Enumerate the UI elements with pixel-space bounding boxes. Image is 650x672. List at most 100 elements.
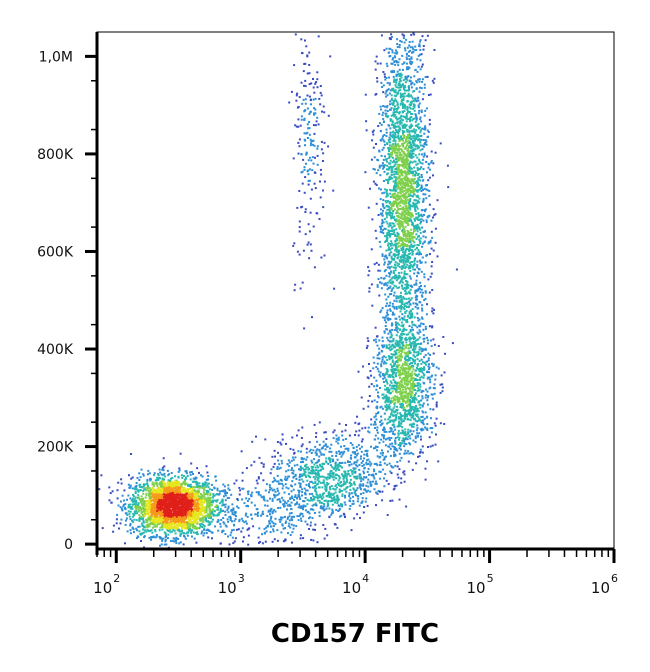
event-dot xyxy=(186,527,189,530)
event-dot xyxy=(412,118,415,120)
event-dot xyxy=(409,156,412,159)
event-dot xyxy=(385,213,388,215)
event-dot xyxy=(415,185,418,188)
event-dot xyxy=(420,270,423,273)
event-dot xyxy=(368,269,371,272)
event-dot xyxy=(159,509,162,512)
event-dot xyxy=(392,195,395,198)
event-dot xyxy=(405,216,408,219)
event-dot xyxy=(162,525,165,528)
event-dot xyxy=(418,168,421,171)
event-dot xyxy=(426,184,428,186)
event-dot xyxy=(159,488,162,491)
event-dot xyxy=(140,511,143,514)
event-dot xyxy=(424,236,427,239)
event-dot xyxy=(375,172,378,175)
event-dot xyxy=(392,217,395,220)
event-dot xyxy=(162,501,165,504)
event-dot xyxy=(178,523,180,526)
event-dot xyxy=(406,79,409,82)
event-dot xyxy=(388,202,391,205)
event-dot xyxy=(455,268,458,271)
event-dot xyxy=(190,506,193,509)
event-dot xyxy=(407,255,410,258)
event-dot xyxy=(208,488,211,491)
event-dot xyxy=(414,45,417,48)
event-dot xyxy=(164,523,167,526)
event-dot xyxy=(123,499,125,502)
event-dot xyxy=(412,148,415,151)
event-dot xyxy=(150,516,153,519)
event-dot xyxy=(169,513,172,516)
event-dot xyxy=(398,315,401,318)
event-dot xyxy=(396,78,398,81)
event-dot xyxy=(393,159,395,162)
event-dot xyxy=(197,527,200,530)
event-dot xyxy=(112,524,115,527)
event-dot xyxy=(163,508,166,511)
event-dot xyxy=(392,281,395,284)
event-dot xyxy=(406,254,408,257)
event-dot xyxy=(414,160,417,163)
event-dot xyxy=(189,478,192,481)
event-dot xyxy=(402,202,405,205)
event-dot xyxy=(143,502,146,505)
event-dot xyxy=(414,154,417,157)
event-dot xyxy=(186,524,189,527)
event-dot xyxy=(173,501,176,504)
event-dot xyxy=(428,176,431,179)
event-dot xyxy=(158,535,161,538)
event-dot xyxy=(411,150,413,153)
event-dot xyxy=(393,170,396,173)
event-dot xyxy=(182,502,185,505)
event-dot xyxy=(407,205,410,208)
event-dot xyxy=(202,524,205,526)
event-dot xyxy=(145,482,148,485)
event-dot xyxy=(405,205,408,208)
event-dot xyxy=(138,514,141,516)
event-dot xyxy=(418,268,421,271)
event-dot xyxy=(196,502,199,505)
event-dot xyxy=(122,505,125,508)
event-dot xyxy=(221,499,224,502)
event-dot xyxy=(403,251,406,254)
event-dot xyxy=(403,110,406,113)
event-dot xyxy=(387,139,390,141)
event-dot xyxy=(425,188,428,191)
event-dot xyxy=(412,268,415,271)
event-dot xyxy=(170,501,173,504)
event-dot xyxy=(207,523,210,526)
event-dot xyxy=(412,172,414,174)
event-dot xyxy=(411,383,414,385)
event-dot xyxy=(406,133,409,136)
event-dot xyxy=(154,530,157,533)
event-dot xyxy=(404,181,406,184)
event-dot xyxy=(390,293,393,295)
event-dot xyxy=(392,57,394,60)
event-dot xyxy=(379,62,382,65)
event-dot xyxy=(145,524,148,527)
event-dot xyxy=(127,494,130,497)
event-dot xyxy=(403,216,406,218)
event-dot xyxy=(419,129,422,132)
event-dot xyxy=(393,203,396,206)
event-dot xyxy=(411,97,414,100)
event-dot xyxy=(407,151,410,154)
event-dot xyxy=(170,517,172,520)
event-dot xyxy=(401,199,404,202)
event-dot xyxy=(408,250,411,253)
event-dot xyxy=(145,489,148,492)
event-dot xyxy=(196,495,199,497)
event-dot xyxy=(395,246,398,249)
event-dot xyxy=(422,372,425,375)
event-dot xyxy=(159,522,162,525)
event-dot xyxy=(426,34,429,37)
event-dot xyxy=(381,86,384,88)
event-dot xyxy=(419,242,422,245)
event-dot xyxy=(414,124,417,127)
event-dot xyxy=(398,275,401,278)
event-dot xyxy=(187,506,190,509)
event-dot xyxy=(405,62,408,65)
event-dot xyxy=(409,198,412,200)
event-dot xyxy=(151,531,154,534)
